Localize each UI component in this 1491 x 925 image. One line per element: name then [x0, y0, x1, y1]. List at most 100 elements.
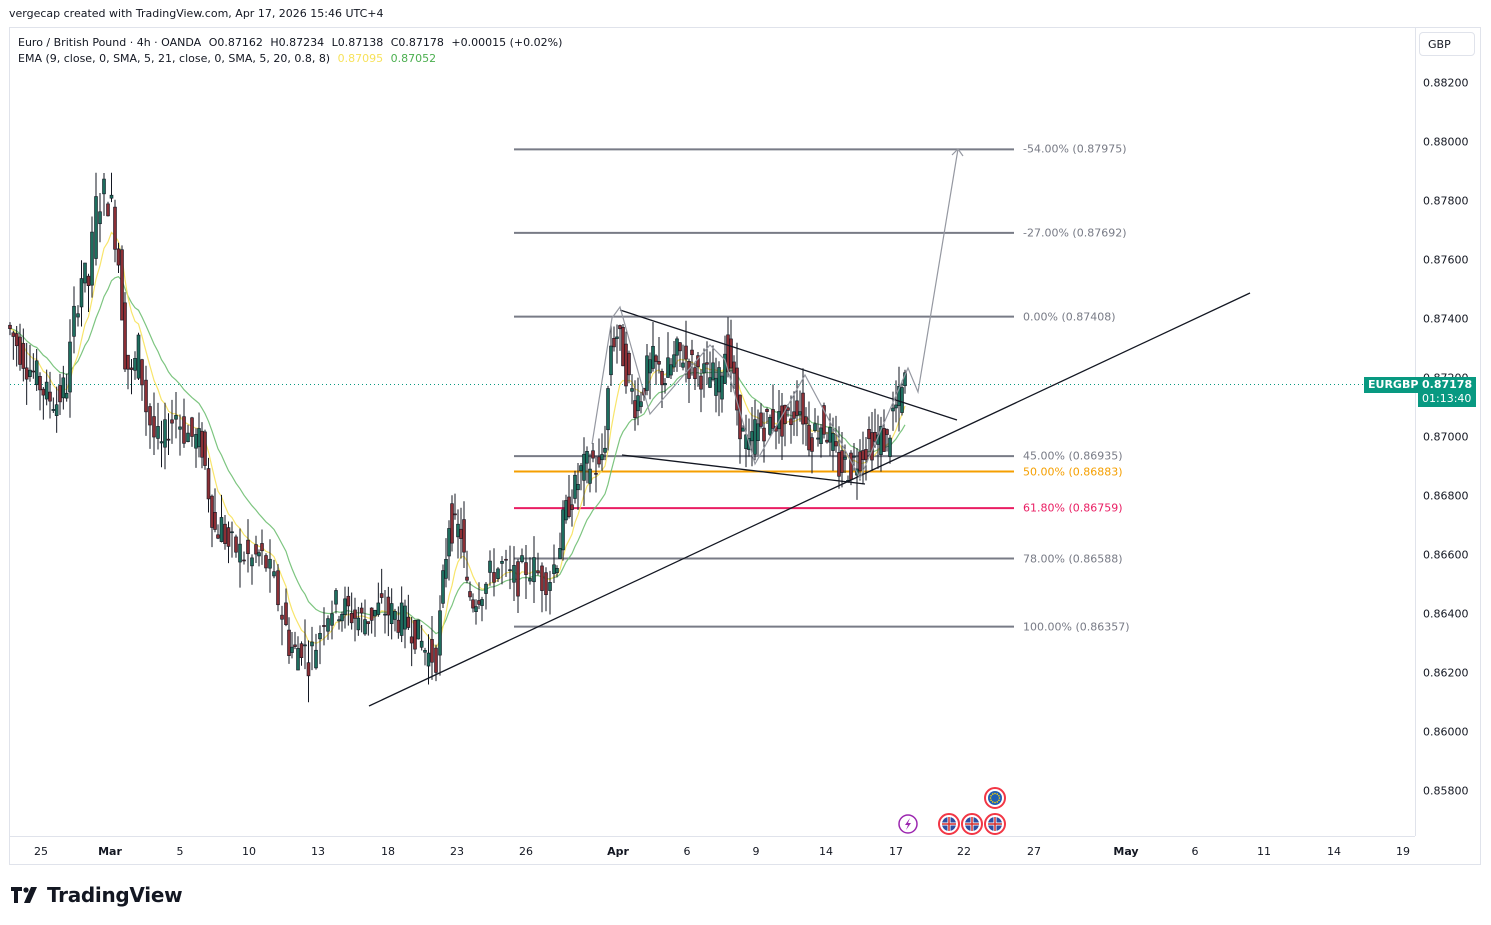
candle-up — [603, 447, 607, 453]
candle-down — [116, 248, 121, 266]
candle-up — [438, 610, 442, 656]
candle-up — [219, 517, 224, 542]
candle-down — [234, 536, 238, 553]
candle-up — [500, 561, 504, 564]
time-tick: 26 — [519, 845, 533, 858]
candle-down — [299, 643, 304, 658]
ema-fast-line — [9, 231, 906, 650]
candle-up — [340, 613, 344, 622]
wedge-lower-trendline — [621, 454, 866, 485]
candle-up — [669, 364, 673, 376]
candle-down — [58, 385, 62, 403]
candle-up — [606, 388, 610, 431]
wedge-upper-trendline — [619, 309, 958, 421]
candle-up — [174, 415, 178, 420]
fib-level-label: 100.00% (0.86357) — [1023, 620, 1130, 634]
time-tick: 13 — [311, 845, 325, 858]
candle-up — [588, 468, 592, 484]
last-price-tag: 0.87178 01:13:40 — [1418, 377, 1476, 407]
candle-down — [200, 430, 204, 458]
candle-down — [765, 409, 769, 412]
candle-up — [609, 345, 613, 376]
candle-down — [870, 432, 874, 461]
candle-up — [330, 613, 334, 626]
tradingview-logo: TradingView — [11, 883, 183, 907]
candle-down — [223, 523, 227, 544]
candle-up — [717, 367, 721, 393]
currency-selector[interactable]: GBP — [1419, 32, 1475, 56]
candle-up — [399, 602, 404, 636]
candle-up — [98, 211, 102, 225]
candle-down — [349, 612, 354, 624]
candle-down — [885, 429, 889, 435]
time-tick: 9 — [752, 845, 760, 858]
candle-up — [663, 383, 667, 386]
candle-down — [406, 616, 411, 628]
candle-up — [894, 404, 898, 409]
time-tick: 14 — [1327, 845, 1341, 858]
ema-slow-value: 0.87052 — [390, 52, 437, 65]
candle-up — [94, 196, 98, 259]
time-axis[interactable] — [10, 836, 1415, 865]
candle-down — [861, 450, 865, 461]
candle-up — [816, 437, 820, 440]
candle-down — [379, 593, 384, 598]
candle-down — [453, 513, 457, 516]
candle-down — [120, 249, 124, 321]
candle-down — [31, 370, 36, 373]
projection-arrowhead-icon — [951, 148, 964, 157]
eu-star — [994, 792, 996, 795]
candle-up — [72, 305, 76, 337]
candle-down — [413, 620, 417, 650]
candle-down — [621, 326, 625, 367]
candle-up — [314, 649, 318, 669]
candle-down — [567, 496, 571, 517]
price-axis[interactable] — [1415, 28, 1481, 836]
candle-up — [363, 619, 367, 635]
candle-up — [615, 336, 619, 339]
candle-up — [561, 509, 565, 551]
candle-up — [441, 570, 445, 604]
candle-up — [508, 569, 512, 571]
candle-up — [334, 590, 338, 605]
candle-up — [343, 598, 347, 616]
time-tick: 22 — [957, 845, 971, 858]
chart-credit: vergecap created with TradingView.com, A… — [9, 7, 384, 20]
ema-slow-line — [9, 276, 906, 635]
candle-up — [675, 338, 679, 356]
candle-up — [630, 388, 634, 392]
chart-legend: Euro / British Pound · 4h · OANDA O0.871… — [18, 35, 566, 67]
candle-down — [359, 607, 364, 614]
price-tick: 0.87800 — [1423, 194, 1469, 208]
candle-up — [484, 583, 488, 594]
fib-level-label: 0.00% (0.87408) — [1023, 310, 1116, 324]
candle-up — [54, 404, 59, 416]
candle-down — [624, 343, 628, 387]
candle-up — [564, 500, 568, 521]
candle-down — [366, 621, 371, 624]
candle-down — [210, 495, 214, 528]
indicator-name[interactable]: EMA (9, close, 0, SMA, 5, 21, close, 0, … — [18, 52, 331, 65]
candle-down — [594, 473, 598, 475]
price-tick: 0.86600 — [1423, 548, 1469, 562]
candle-down — [459, 528, 463, 539]
candle-down — [450, 503, 454, 544]
time-tick: Apr — [607, 845, 629, 858]
candle-down — [287, 629, 291, 656]
candle-up — [250, 557, 254, 567]
candle-up — [891, 407, 895, 412]
candle-down — [369, 607, 374, 621]
symbol-description[interactable]: Euro / British Pound · 4h · OANDA — [18, 36, 202, 49]
candle-up — [585, 451, 589, 464]
candle-down — [468, 591, 472, 598]
candle-up — [819, 427, 823, 444]
candle-down — [11, 332, 16, 337]
candle-down — [834, 441, 838, 447]
candle-down — [693, 367, 697, 380]
candle-up — [714, 377, 718, 396]
candle-up — [741, 427, 745, 432]
brand-name: TradingView — [47, 883, 183, 907]
candle-down — [591, 450, 595, 459]
time-tick: 23 — [450, 845, 464, 858]
